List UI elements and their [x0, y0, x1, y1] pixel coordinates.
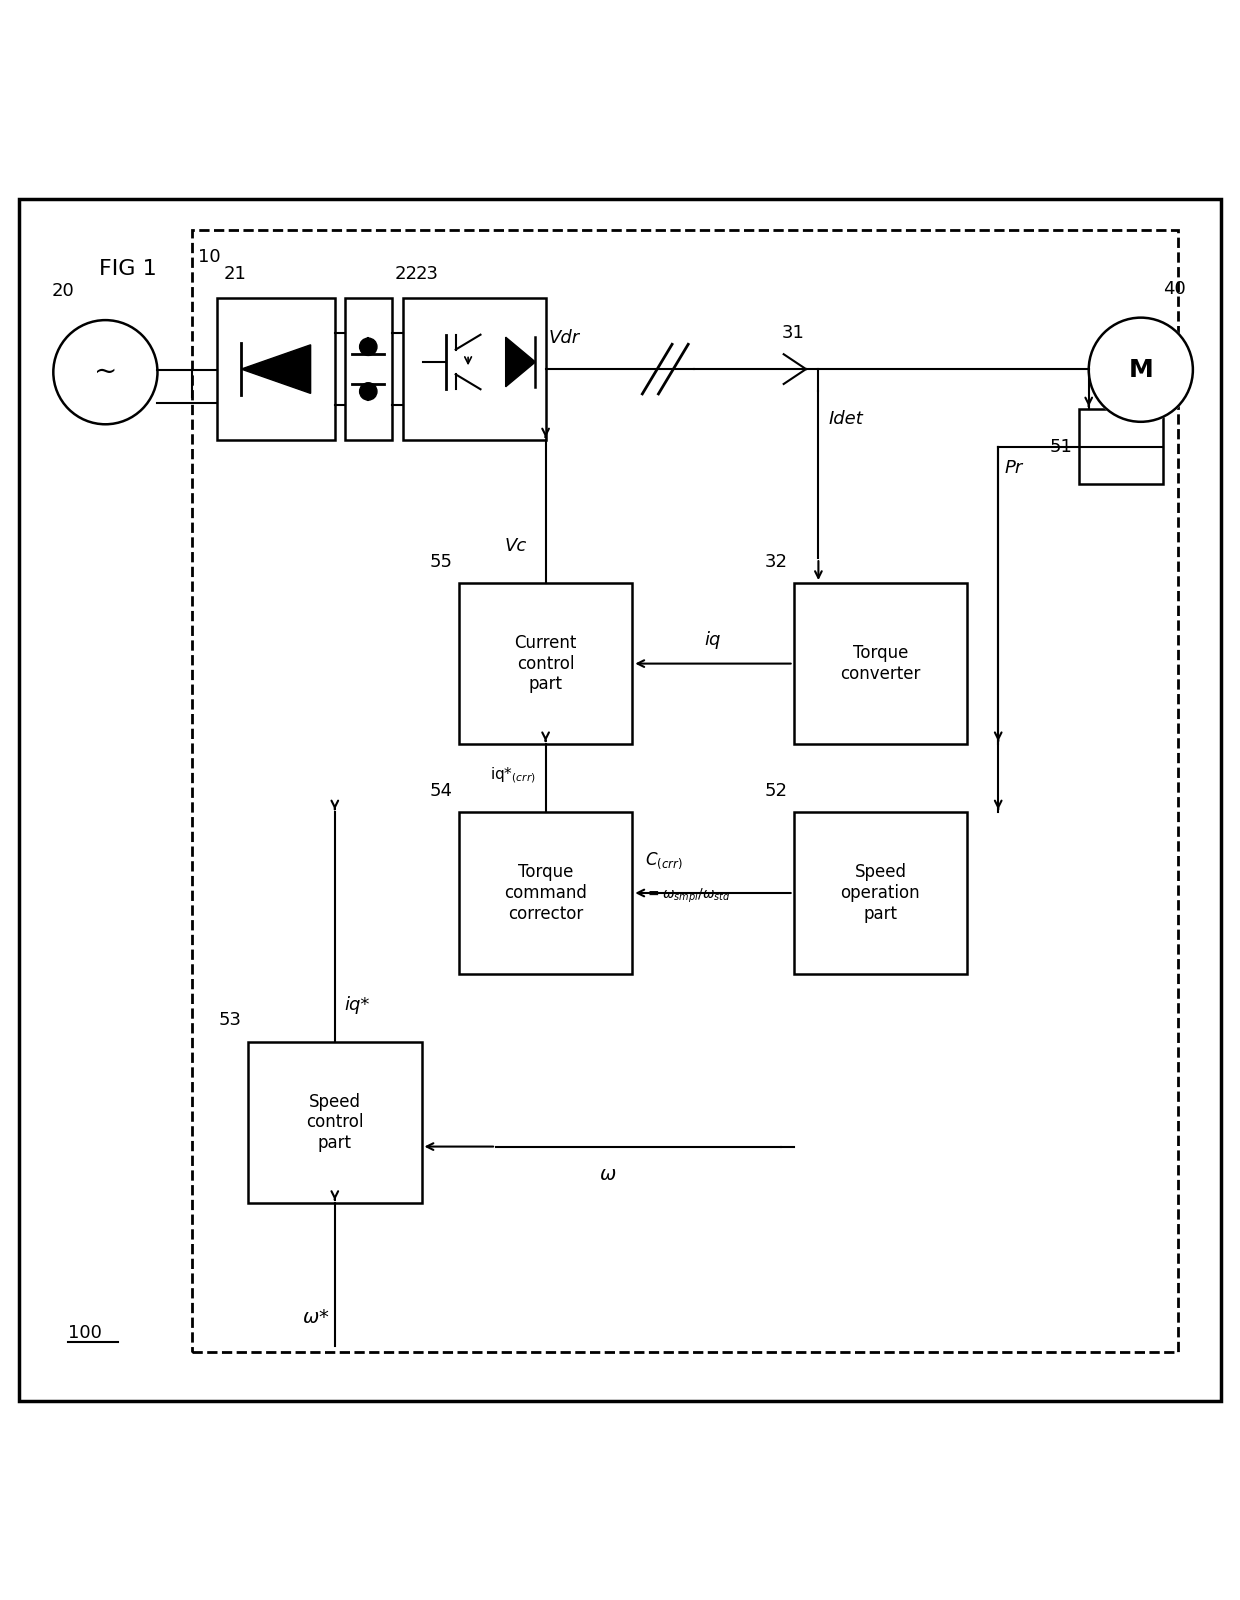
Text: iq: iq [704, 630, 722, 648]
Bar [345, 298, 392, 440]
Text: Speed
operation
part: Speed operation part [841, 864, 920, 923]
Bar [794, 582, 967, 744]
Text: iq*: iq* [345, 995, 370, 1014]
Bar [248, 1042, 422, 1203]
Text: Torque
converter: Torque converter [841, 645, 920, 683]
Text: Speed
control
part: Speed control part [306, 1093, 363, 1152]
Text: 40: 40 [1163, 280, 1185, 298]
Text: 100: 100 [68, 1323, 102, 1342]
Text: 54: 54 [429, 782, 453, 800]
Circle shape [360, 382, 377, 400]
Circle shape [1089, 318, 1193, 422]
Text: $\omega$*: $\omega$* [303, 1309, 330, 1326]
Text: 23: 23 [415, 266, 439, 283]
Text: ~: ~ [94, 358, 117, 386]
Text: Pr: Pr [1004, 459, 1023, 477]
Text: Vc: Vc [505, 536, 527, 555]
Text: Torque
command
corrector: Torque command corrector [505, 864, 587, 923]
Text: Current
control
part: Current control part [515, 634, 577, 693]
Text: 22: 22 [394, 266, 418, 283]
Text: 10: 10 [198, 248, 221, 266]
Text: $C_{(crr)}$: $C_{(crr)}$ [645, 850, 682, 870]
Bar [459, 582, 632, 744]
Polygon shape [506, 338, 536, 387]
Text: $\omega$: $\omega$ [599, 1165, 616, 1184]
Text: 55: 55 [429, 552, 453, 571]
Bar [459, 813, 632, 973]
Text: 32: 32 [764, 552, 787, 571]
Text: Vdr: Vdr [548, 328, 580, 347]
Bar [794, 813, 967, 973]
Text: iq*$_{(crr)}$: iq*$_{(crr)}$ [490, 765, 536, 786]
Text: 21: 21 [223, 266, 246, 283]
Text: FIG 1: FIG 1 [99, 259, 157, 278]
Text: Idet: Idet [828, 410, 863, 427]
Text: 53: 53 [218, 1011, 242, 1029]
Bar [192, 229, 1178, 1352]
Bar [217, 298, 335, 440]
Text: $=\omega_{smpl}/\omega_{std}$: $=\omega_{smpl}/\omega_{std}$ [645, 886, 730, 906]
Text: 20: 20 [52, 282, 74, 301]
Bar [403, 298, 546, 440]
Circle shape [53, 320, 157, 424]
Circle shape [360, 338, 377, 355]
Text: 51: 51 [1050, 437, 1073, 456]
Polygon shape [241, 344, 310, 394]
Text: 52: 52 [764, 782, 787, 800]
Text: 31: 31 [782, 323, 805, 342]
Bar [1079, 410, 1163, 483]
Text: M: M [1128, 358, 1153, 382]
